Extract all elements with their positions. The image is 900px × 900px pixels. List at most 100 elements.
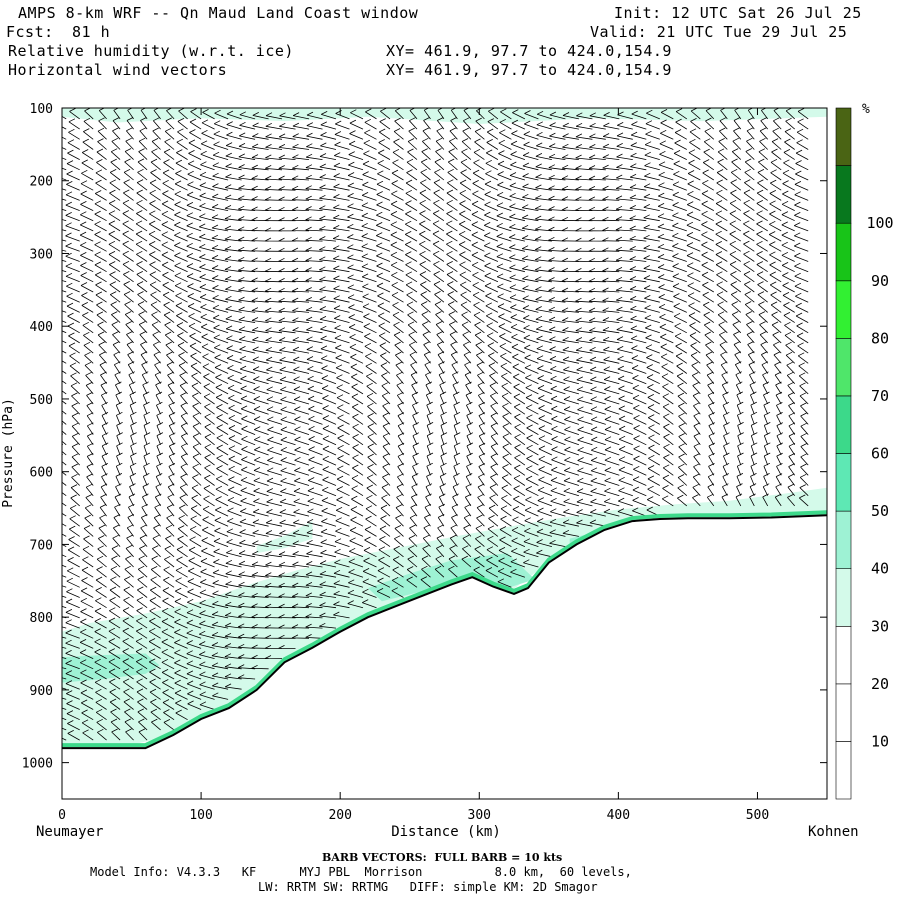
wind-barb (458, 230, 472, 242)
wind-barb (617, 122, 633, 130)
wind-barb (420, 158, 431, 171)
wind-barb (180, 432, 188, 446)
wind-barb (238, 602, 256, 609)
wind-barb (70, 484, 80, 496)
wind-barb (347, 294, 364, 303)
wind-barb (333, 285, 350, 293)
wind-barb (252, 346, 269, 354)
wind-barb (225, 286, 242, 293)
wind-barb (122, 637, 134, 649)
wind-barb (657, 264, 674, 273)
wind-barb (737, 432, 744, 445)
wind-barb (451, 361, 458, 374)
wind-barb (351, 495, 364, 507)
wind-barb (590, 509, 606, 517)
colorbar-tick-label: 80 (871, 329, 889, 347)
wind-barb (225, 580, 242, 588)
wind-barb (216, 475, 229, 486)
x-tick-label: 500 (746, 808, 769, 823)
rh-region-0 (62, 487, 827, 749)
wind-barb (108, 220, 121, 232)
wind-barb (189, 129, 202, 140)
wind-barb (705, 351, 715, 364)
wind-barb (463, 117, 472, 130)
wind-barb (563, 477, 580, 486)
wind-barb (69, 515, 80, 527)
wind-barb (382, 463, 391, 476)
wind-barb (590, 498, 606, 507)
wind-barb (490, 432, 499, 446)
wind-barb (109, 179, 121, 191)
wind-barb (136, 668, 148, 680)
wind-barb (179, 504, 188, 517)
wind-barb (137, 565, 148, 578)
wind-barb (397, 402, 404, 415)
wind-barb (225, 591, 242, 598)
wind-barb (526, 424, 539, 435)
wind-barb (576, 488, 593, 497)
wind-barb (292, 317, 310, 323)
wind-barb (94, 271, 107, 283)
wind-barb (140, 524, 148, 537)
wind-barb (449, 331, 458, 344)
wind-barb (561, 175, 579, 181)
wind-barb (204, 474, 215, 486)
wind-barb (251, 175, 269, 181)
wind-barb (382, 412, 391, 425)
wind-barb (320, 121, 337, 130)
wind-barb (62, 157, 67, 160)
wind-barb (701, 231, 714, 242)
wind-barb (488, 504, 499, 517)
terrain-layer (62, 510, 827, 799)
wind-barb (265, 133, 283, 140)
wind-barb (305, 316, 323, 323)
wind-barb (562, 519, 579, 527)
wind-barb (199, 641, 215, 649)
wind-barb (497, 181, 512, 191)
wind-barb (62, 453, 67, 466)
wind-barb (363, 150, 377, 160)
wind-barb (629, 276, 647, 283)
wind-barb (80, 628, 94, 639)
wind-barb (199, 182, 215, 191)
wind-barb (630, 315, 647, 323)
wind-barb (136, 210, 148, 222)
wind-barb (646, 374, 660, 385)
wind-barb (320, 528, 337, 537)
wind-barb (737, 442, 744, 456)
wind-barb (473, 148, 485, 160)
wind-barb (137, 698, 148, 710)
wind-barb (663, 413, 674, 425)
wind-barb (466, 452, 473, 466)
wind-barb (280, 416, 296, 425)
wind-barb (453, 401, 460, 415)
wind-barb (448, 148, 458, 160)
wind-barb (336, 384, 350, 395)
wind-barb (796, 139, 809, 150)
wind-barb (320, 335, 337, 344)
wind-barb (782, 292, 795, 303)
wind-barb (238, 306, 256, 313)
wind-barb (336, 475, 350, 486)
wind-barb (62, 403, 67, 415)
wind-barb (677, 484, 688, 497)
wind-barb (785, 351, 795, 364)
wind-barb (225, 601, 242, 609)
wind-barb (776, 401, 783, 415)
wind-barb (735, 493, 743, 507)
wind-barb (67, 139, 80, 150)
wind-barb (393, 128, 404, 140)
wind-barb (484, 232, 499, 242)
wind-barb (137, 168, 148, 181)
wind-barb (216, 434, 229, 446)
wind-barb (692, 483, 701, 496)
wind-barb (550, 508, 566, 517)
wind-barb (129, 391, 136, 405)
wind-barb (305, 195, 323, 201)
wind-barb (177, 128, 188, 140)
wind-barb (589, 346, 606, 354)
wind-barb (449, 321, 458, 334)
wind-barb (226, 345, 242, 354)
wind-barb (769, 220, 782, 232)
wind-barb (66, 292, 80, 303)
